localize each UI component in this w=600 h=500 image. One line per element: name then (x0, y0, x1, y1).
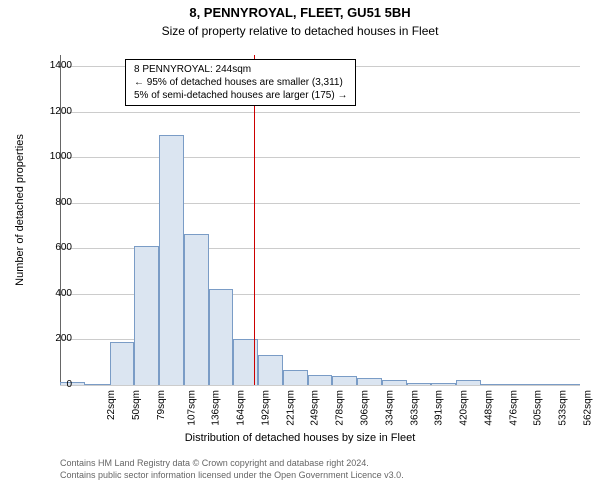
histogram-bar (481, 384, 506, 385)
histogram-bar (134, 246, 159, 385)
chart-title: 8, PENNYROYAL, FLEET, GU51 5BH (0, 5, 600, 20)
histogram-bar (258, 355, 283, 385)
histogram-bar (456, 380, 481, 385)
xtick-label: 448sqm (483, 390, 494, 426)
xtick-label: 420sqm (459, 390, 470, 426)
histogram-bar (110, 342, 135, 385)
gridline (60, 157, 580, 158)
info-box-line: ← 95% of detached houses are smaller (3,… (134, 76, 347, 89)
histogram-bar (431, 383, 456, 385)
gridline (60, 203, 580, 204)
xtick-label: 334sqm (384, 390, 395, 426)
ytick-label: 800 (22, 197, 72, 208)
xtick-label: 22sqm (106, 390, 117, 420)
histogram-bar (184, 234, 209, 385)
info-box-line: 5% of semi-detached houses are larger (1… (134, 89, 347, 102)
histogram-bar (332, 376, 357, 385)
xtick-label: 476sqm (508, 390, 519, 426)
chart-container: 8, PENNYROYAL, FLEET, GU51 5BH Size of p… (0, 0, 600, 500)
histogram-bar (506, 384, 531, 385)
ytick-label: 200 (22, 333, 72, 344)
ytick-label: 1000 (22, 151, 72, 162)
ytick-label: 400 (22, 288, 72, 299)
histogram-bar (407, 383, 432, 385)
gridline (60, 385, 580, 386)
histogram-bar (308, 375, 333, 385)
xtick-label: 533sqm (558, 390, 569, 426)
xtick-label: 391sqm (434, 390, 445, 426)
xtick-label: 278sqm (335, 390, 346, 426)
xtick-label: 249sqm (310, 390, 321, 426)
histogram-bar (209, 289, 234, 385)
attribution-line-2: Contains public sector information licen… (60, 470, 404, 482)
attribution-line-1: Contains HM Land Registry data © Crown c… (60, 458, 404, 470)
xtick-label: 363sqm (409, 390, 420, 426)
histogram-bar (85, 384, 110, 385)
xtick-label: 306sqm (360, 390, 371, 426)
attribution-text: Contains HM Land Registry data © Crown c… (60, 458, 404, 481)
xtick-label: 192sqm (261, 390, 272, 426)
ytick-label: 1400 (22, 60, 72, 71)
chart-subtitle: Size of property relative to detached ho… (0, 24, 600, 38)
xtick-label: 164sqm (236, 390, 247, 426)
xtick-label: 107sqm (186, 390, 197, 426)
xtick-label: 562sqm (582, 390, 593, 426)
histogram-bar (283, 370, 308, 385)
histogram-bar (159, 135, 184, 385)
histogram-bar (382, 380, 407, 385)
xtick-label: 79sqm (156, 390, 167, 420)
xtick-label: 50sqm (131, 390, 142, 420)
info-box-line: 8 PENNYROYAL: 244sqm (134, 63, 347, 76)
ytick-label: 600 (22, 242, 72, 253)
ytick-label: 1200 (22, 106, 72, 117)
ytick-label: 0 (22, 379, 72, 390)
xtick-label: 221sqm (285, 390, 296, 426)
histogram-bar (530, 384, 555, 385)
gridline (60, 112, 580, 113)
x-axis-label: Distribution of detached houses by size … (0, 432, 600, 444)
marker-info-box: 8 PENNYROYAL: 244sqm← 95% of detached ho… (125, 59, 356, 106)
histogram-bar (357, 378, 382, 385)
xtick-label: 505sqm (533, 390, 544, 426)
histogram-bar (555, 384, 580, 385)
xtick-label: 136sqm (211, 390, 222, 426)
